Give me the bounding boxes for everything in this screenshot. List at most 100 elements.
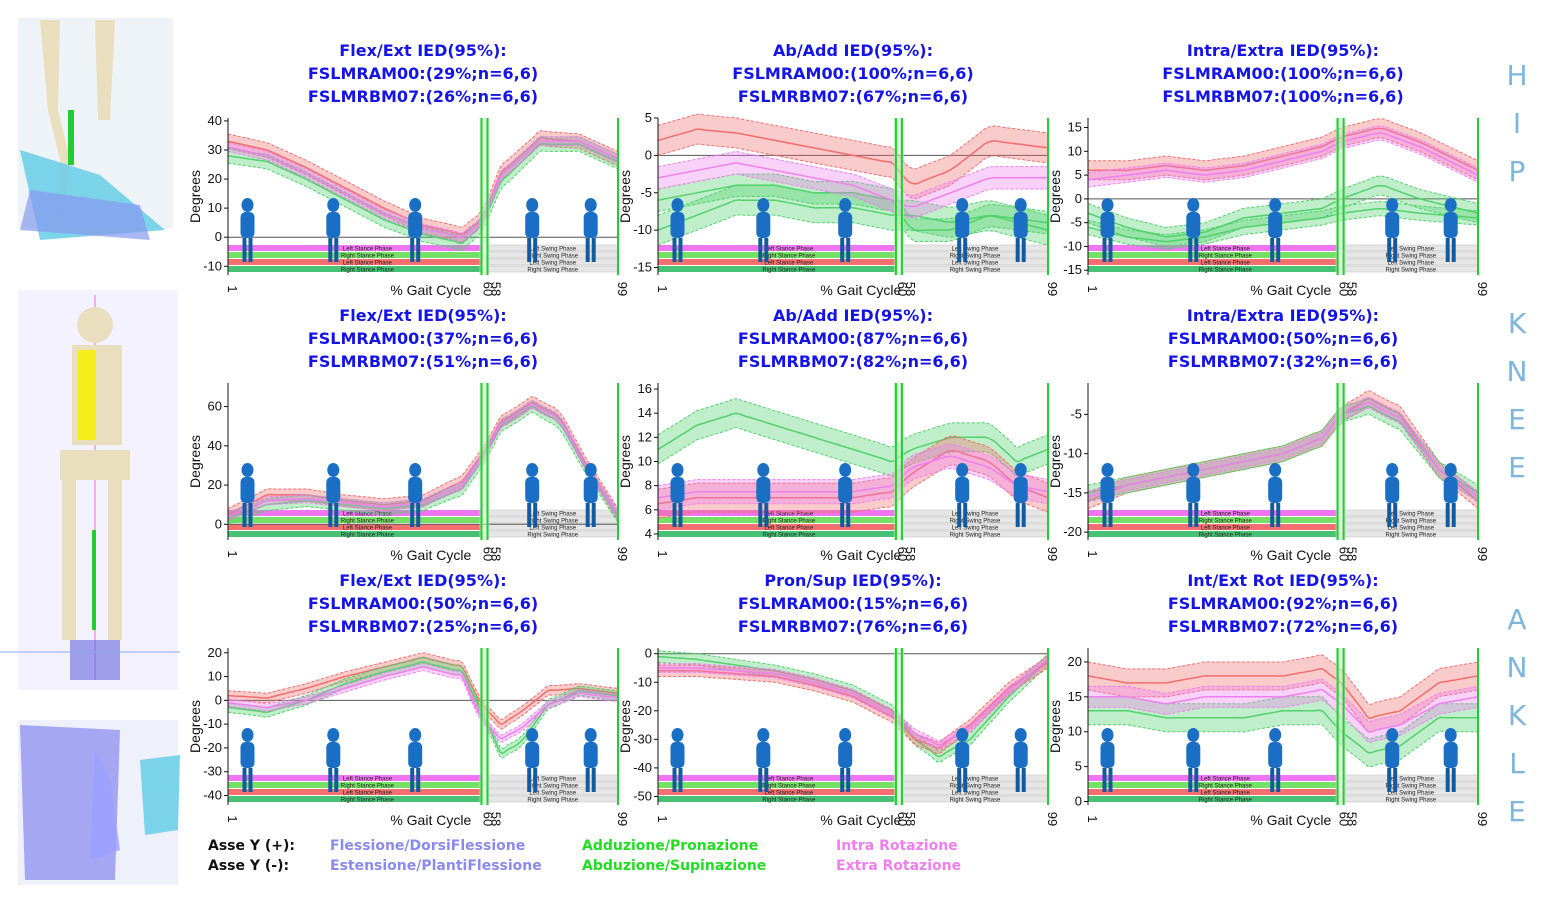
walking-figure-icon	[334, 503, 339, 527]
phase-label: Right Stance Phase	[762, 254, 816, 260]
walking-figure-icon	[1015, 768, 1020, 792]
y-tick-label: 20	[208, 645, 222, 660]
phase-label: Left Stance Phase	[1201, 512, 1251, 518]
walking-figure-icon	[840, 503, 845, 527]
walking-figure-icon	[1101, 728, 1114, 742]
phase-label: Right Swing Phase	[950, 268, 1001, 274]
walking-figure-icon	[1270, 238, 1275, 262]
walking-figure-icon	[1444, 198, 1457, 212]
phase-label: Right Swing Phase	[1385, 533, 1436, 539]
series-upper-line	[1087, 125, 1479, 174]
chart-title-line: Flex/Ext IED(95%):	[339, 571, 506, 590]
stance-phase-bar	[1088, 796, 1338, 802]
walking-figure-icon	[591, 503, 596, 527]
y-tick-label: 40	[208, 438, 222, 453]
y-axis-label: Degrees	[187, 170, 203, 223]
walking-figure-icon	[410, 503, 415, 527]
walking-figure-icon	[839, 463, 852, 477]
walking-figure-icon	[584, 198, 597, 212]
chart-title-line: FSLMRBM07:(82%;n=6,6)	[738, 352, 968, 371]
walking-figure-icon	[327, 198, 340, 212]
toe-off-band	[893, 118, 904, 275]
walking-figure-icon	[1393, 503, 1398, 527]
walking-figure-icon	[840, 238, 845, 262]
y-tick-label: 60	[208, 399, 222, 414]
phase-label: Left Stance Phase	[764, 261, 814, 267]
x-tick-label: 60	[895, 282, 910, 296]
series-lower-line	[657, 143, 1049, 200]
phase-label: Left Swing Phase	[529, 526, 576, 532]
stance-phase-bar	[228, 789, 482, 795]
phase-label: Right Stance Phase	[1199, 784, 1253, 790]
walking-figure-icon	[1386, 728, 1399, 742]
stance-phase-bar	[658, 796, 896, 802]
walking-figure-icon	[1108, 503, 1113, 527]
phase-label: Left Stance Phase	[764, 777, 814, 783]
y-tick-label: 0	[1075, 191, 1082, 206]
stance-phase-bar	[228, 252, 482, 258]
toe-off-band	[1335, 383, 1346, 540]
walking-figure-icon	[1102, 238, 1107, 262]
walking-figure-icon	[757, 728, 770, 742]
stance-phase-bar	[1088, 252, 1338, 258]
phase-label: Left Stance Phase	[343, 791, 393, 797]
phase-label: Left Swing Phase	[529, 791, 576, 797]
x-tick-label: 58	[489, 282, 504, 296]
walking-figure-icon	[585, 768, 590, 792]
walking-figure-icon	[846, 238, 851, 262]
x-tick-label: 99	[1045, 282, 1060, 296]
series-mean-line	[1088, 709, 1478, 754]
series-upper-line	[227, 396, 619, 510]
chart-hip-abad: Ab/Add IED(95%): FSLMRAM00:(100%;n=6,6) FS…	[617, 41, 1060, 298]
walking-figure-icon	[1387, 238, 1392, 262]
walking-figure-icon	[955, 212, 970, 238]
legend-pos-label: Asse Y (+):	[208, 838, 296, 854]
phase-label: Left Stance Phase	[343, 512, 393, 518]
walking-figure-icon	[838, 742, 853, 768]
walking-figure-icon	[1108, 238, 1113, 262]
x-axis-label: % Gait Cycle	[1250, 547, 1331, 563]
phase-label: Left Stance Phase	[343, 777, 393, 783]
side-letter: E	[1508, 451, 1526, 484]
y-tick-label: -20	[203, 740, 222, 755]
phase-label: Right Stance Phase	[341, 784, 395, 790]
x-tick-label: 99	[1045, 547, 1060, 561]
walking-figure-icon	[963, 238, 968, 262]
legend-add-neg: Abduzione/Supinazione	[582, 858, 767, 874]
walking-figure-icon	[1451, 238, 1456, 262]
walking-figure-icon	[334, 238, 339, 262]
walking-figure-icon	[583, 742, 598, 768]
series-upper-line	[657, 650, 1049, 752]
walking-figure-icon	[326, 212, 341, 238]
walking-figure-icon	[525, 212, 540, 238]
walking-figure-icon	[1276, 768, 1281, 792]
y-tick-label: -15	[1063, 485, 1082, 500]
walking-figure-icon	[839, 728, 852, 742]
y-axis-label: Degrees	[617, 170, 633, 223]
walking-figure-icon	[670, 742, 685, 768]
walking-figure-icon	[1015, 503, 1020, 527]
phase-label: Right Swing Phase	[527, 254, 578, 260]
phase-label: Left Stance Phase	[343, 526, 393, 532]
stance-phase-bar	[1088, 782, 1338, 788]
stance-phase-bar	[228, 245, 482, 251]
walking-figure-icon	[248, 238, 253, 262]
phase-label: Left Swing Phase	[1387, 247, 1434, 253]
x-tick-label: 60	[1337, 547, 1352, 561]
y-tick-label: 15	[1068, 689, 1082, 704]
chart-title-line: FSLMRAM00:(37%;n=6,6)	[308, 329, 538, 348]
walking-figure-icon	[671, 198, 684, 212]
phase-label: Left Stance Phase	[764, 247, 814, 253]
x-tick-label: 99	[1475, 547, 1490, 561]
y-tick-label: 20	[208, 171, 222, 186]
series-mean-line	[227, 656, 619, 725]
walking-figure-icon	[1014, 463, 1027, 477]
walking-figure-icon	[1386, 198, 1399, 212]
side-letter: A	[1507, 603, 1527, 636]
y-tick-label: -20	[1063, 524, 1082, 539]
y-axis-label: Degrees	[187, 700, 203, 753]
toe-off-band	[479, 118, 490, 275]
series-upper-line	[657, 151, 1048, 196]
x-tick-label: 58	[1345, 812, 1360, 826]
series-upper-line	[227, 135, 619, 237]
